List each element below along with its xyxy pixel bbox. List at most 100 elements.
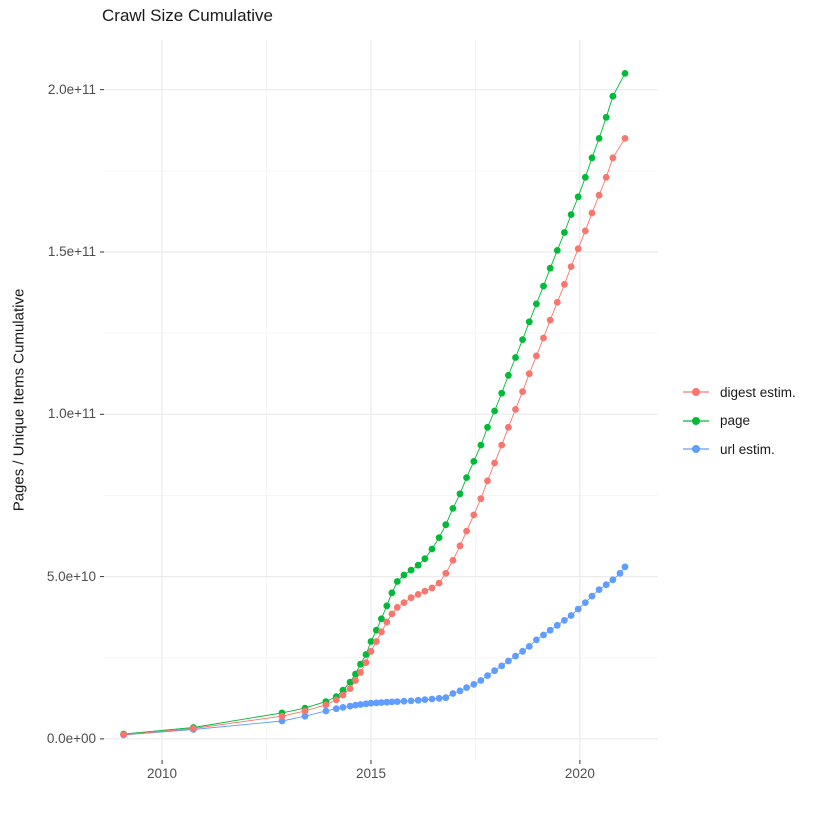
data-point-digestestim <box>367 647 375 655</box>
data-point-page <box>602 113 610 121</box>
data-point-page <box>357 660 364 668</box>
data-point-urlestim <box>373 699 380 707</box>
data-point-page <box>442 521 450 529</box>
data-point-digestestim <box>609 154 617 162</box>
data-point-urlestim <box>470 681 478 688</box>
data-point-digestestim <box>525 370 533 378</box>
data-point-urlestim <box>567 612 575 619</box>
data-point-urlestim <box>339 704 347 711</box>
data-point-page <box>595 135 603 142</box>
data-point-page <box>498 389 506 397</box>
data-point-digestestim <box>435 579 443 587</box>
data-point-page <box>470 458 478 465</box>
data-point-urlestim <box>561 617 568 624</box>
data-point-page <box>393 578 401 585</box>
data-point-page <box>383 602 391 610</box>
data-point-digestestim <box>574 245 582 253</box>
data-point-page <box>546 264 554 272</box>
data-point-digestestim <box>602 173 610 181</box>
data-point-urlestim <box>553 621 561 629</box>
data-point-page <box>378 615 385 623</box>
data-point-urlestim <box>407 697 415 705</box>
data-point-page <box>421 555 429 563</box>
legend-label: url estim. <box>720 441 775 457</box>
legend: digest estim. page url estim. <box>683 378 796 464</box>
data-point-page <box>491 407 498 415</box>
data-point-urlestim <box>367 699 375 707</box>
data-point-urlestim <box>449 690 457 697</box>
data-point-page <box>484 423 491 431</box>
legend-entry-urlestim: url estim. <box>683 435 796 464</box>
data-point-page <box>388 589 396 597</box>
legend-entry-digestestim: digest estim. <box>683 378 796 407</box>
y-tick-label: 1.5e+11 <box>47 243 96 259</box>
data-point-urlestim <box>428 695 436 703</box>
data-point-digestestim <box>621 135 629 142</box>
data-point-urlestim <box>477 677 485 684</box>
data-point-digestestim <box>533 352 540 360</box>
data-point-digestestim <box>362 659 370 666</box>
legend-key-icon <box>683 388 709 397</box>
data-point-urlestim <box>609 576 617 584</box>
data-point-urlestim <box>546 626 554 634</box>
data-point-urlestim <box>588 592 596 600</box>
data-point-digestestim <box>383 618 391 626</box>
data-point-digestestim <box>561 281 568 288</box>
data-point-digestestim <box>505 423 512 431</box>
data-point-digestestim <box>352 677 359 684</box>
x-tick-label: 2015 <box>355 766 386 781</box>
data-point-digestestim <box>407 594 415 602</box>
legend-label: page <box>720 413 751 429</box>
data-point-urlestim <box>278 717 286 725</box>
data-point-page <box>362 651 370 658</box>
data-point-urlestim <box>498 662 506 670</box>
data-point-urlestim <box>533 636 540 644</box>
data-point-page <box>581 173 589 181</box>
data-point-digestestim <box>456 542 464 550</box>
data-point-urlestim <box>322 707 330 715</box>
data-point-urlestim <box>414 696 422 704</box>
data-point-page <box>567 211 575 219</box>
data-point-digestestim <box>512 406 519 413</box>
data-point-digestestim <box>581 227 589 235</box>
series-line-digestestim <box>123 138 626 736</box>
data-point-page <box>561 229 568 236</box>
data-point-page <box>609 92 617 100</box>
data-point-digestestim <box>449 557 457 564</box>
data-point-page <box>449 505 457 512</box>
data-point-urlestim <box>388 698 396 706</box>
data-point-page <box>407 566 415 574</box>
data-point-digestestim <box>278 712 286 720</box>
data-point-urlestim <box>435 694 443 702</box>
data-point-digestestim <box>428 584 436 592</box>
data-point-urlestim <box>574 605 582 613</box>
data-point-urlestim <box>346 702 354 710</box>
data-point-digestestim <box>484 477 491 485</box>
data-point-digestestim <box>373 638 380 645</box>
data-point-page <box>339 686 347 694</box>
data-point-digestestim <box>332 696 340 704</box>
data-point-digestestim <box>498 441 506 449</box>
data-point-page <box>456 490 464 498</box>
data-point-page <box>346 678 354 686</box>
data-point-urlestim <box>383 698 391 706</box>
data-point-urlestim <box>393 698 401 705</box>
data-point-urlestim <box>491 667 498 675</box>
data-point-urlestim <box>442 694 450 702</box>
data-point-digestestim <box>477 495 485 503</box>
data-point-urlestim <box>505 657 512 665</box>
data-point-digestestim <box>414 591 422 598</box>
data-point-urlestim <box>602 581 610 589</box>
data-point-urlestim <box>581 599 589 606</box>
data-point-urlestim <box>352 701 359 709</box>
data-point-digestestim <box>588 209 596 217</box>
data-point-page <box>519 336 526 343</box>
data-point-digestestim <box>567 263 575 270</box>
y-tick-label: 2.0e+11 <box>47 81 96 97</box>
data-point-page <box>463 474 470 481</box>
legend-label: digest estim. <box>720 384 796 400</box>
data-point-digestestim <box>519 388 526 395</box>
data-point-page <box>533 300 540 308</box>
data-point-digestestim <box>540 334 547 342</box>
